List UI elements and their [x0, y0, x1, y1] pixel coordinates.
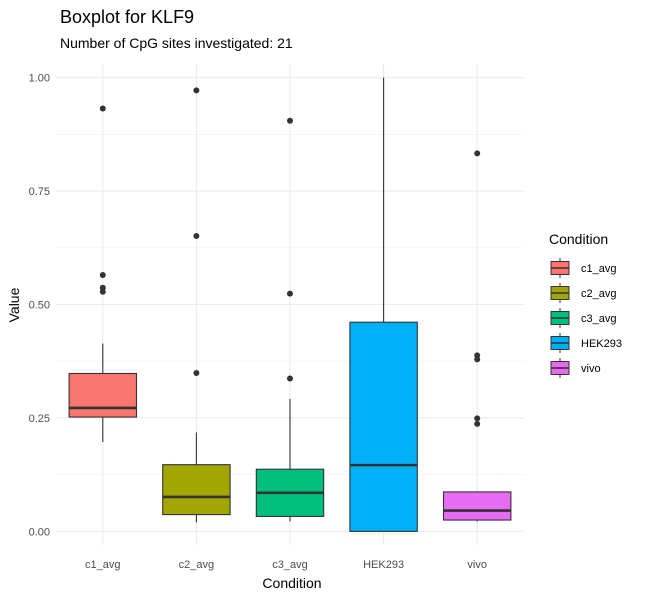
legend-label: vivo: [581, 363, 601, 375]
legend-label: c2_avg: [581, 288, 616, 300]
x-tick-label: HEK293: [363, 559, 404, 571]
y-tick-label: 1.00: [29, 73, 50, 85]
y-axis-title: Value: [6, 287, 22, 322]
x-tick-label: c1_avg: [85, 559, 120, 571]
boxplot-boxes: [68, 77, 512, 532]
outlier-point: [193, 87, 200, 94]
outlier-point: [474, 415, 481, 422]
outlier-point: [99, 272, 106, 279]
box-c3_avg: [255, 117, 325, 522]
outlier-point: [193, 370, 200, 377]
outlier-point: [474, 420, 481, 427]
x-axis-title: Condition: [262, 575, 321, 591]
x-axis-ticks: c1_avg c2_avg c3_avg HEK293 vivo: [85, 559, 487, 571]
iqr-box: [162, 464, 231, 516]
iqr-box: [68, 372, 138, 418]
legend-item-vivo: vivo: [549, 357, 601, 379]
y-tick-label: 0.00: [29, 526, 50, 538]
y-axis-ticks: 0.00 0.25 0.50 0.75 1.00: [29, 73, 50, 539]
outlier-point: [287, 375, 293, 382]
outlier-point: [287, 117, 293, 124]
y-tick-label: 0.25: [29, 413, 50, 425]
y-tick-label: 0.75: [29, 186, 50, 198]
outlier-point: [474, 356, 481, 363]
chart-subtitle: Number of CpG sites investigated: 21: [60, 35, 293, 51]
box-HEK293: [349, 77, 418, 532]
legend: Condition c1_avg c2_avg c3_avg HEK293 vivo: [549, 231, 622, 379]
iqr-box: [442, 491, 512, 521]
legend-title: Condition: [549, 231, 608, 247]
box-vivo: [442, 150, 512, 522]
legend-label: HEK293: [581, 338, 622, 350]
outlier-point: [99, 105, 106, 112]
legend-label: c3_avg: [581, 313, 616, 325]
legend-label: c1_avg: [581, 263, 616, 275]
outlier-point: [99, 288, 106, 295]
legend-item-c2_avg: c2_avg: [549, 282, 616, 304]
legend-item-c3_avg: c3_avg: [549, 307, 616, 329]
legend-item-c1_avg: c1_avg: [549, 257, 616, 279]
box-c2_avg: [162, 87, 231, 523]
x-tick-label: vivo: [467, 559, 487, 571]
x-tick-label: c2_avg: [179, 559, 214, 571]
outlier-point: [193, 232, 200, 239]
outlier-point: [474, 150, 481, 157]
box-c1_avg: [68, 105, 138, 442]
chart-title: Boxplot for KLF9: [60, 7, 194, 27]
iqr-box: [349, 321, 418, 532]
outlier-point: [287, 290, 293, 297]
legend-item-HEK293: HEK293: [549, 332, 622, 354]
y-tick-label: 0.50: [29, 300, 50, 312]
x-tick-label: c3_avg: [272, 559, 307, 571]
